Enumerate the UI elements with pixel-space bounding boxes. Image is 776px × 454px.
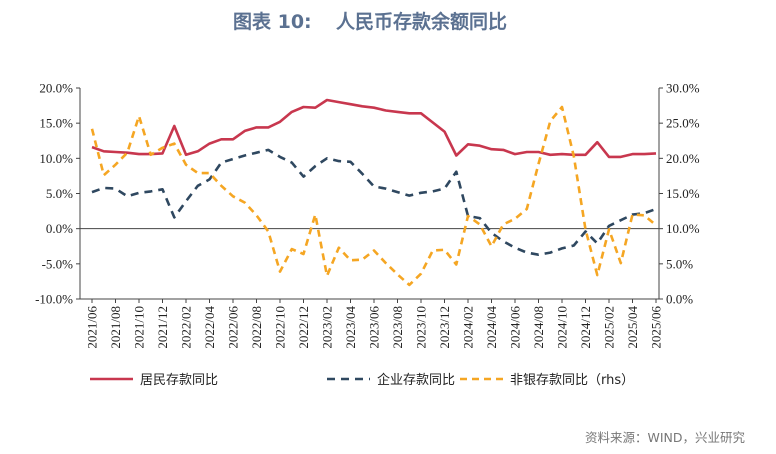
- x-tick-label: 2023/10: [414, 306, 429, 349]
- y-right-tick-label: 30.0%: [666, 81, 700, 96]
- y-right-tick-label: 20.0%: [666, 151, 700, 166]
- x-tick-label: 2024/06: [508, 306, 523, 349]
- x-tick-label: 2025/04: [625, 306, 640, 349]
- series-nonbank-line: [90, 105, 657, 287]
- x-tick-label: 2021/08: [108, 306, 123, 349]
- legend: 居民存款同比 企业存款同比 非银存款同比（rhs）: [90, 372, 634, 388]
- x-tick-label: 2021/12: [155, 306, 170, 349]
- x-tick-label: 2022/10: [273, 306, 288, 349]
- y-left-tick-label: 5.0%: [46, 186, 73, 201]
- series-corporate-line: [91, 148, 657, 256]
- legend-label: 非银存款同比（rhs）: [510, 373, 634, 388]
- x-tick-label: 2022/04: [202, 306, 217, 349]
- x-tick-label: 2024/12: [578, 306, 593, 349]
- y-left-tick-label: 20.0%: [39, 81, 73, 96]
- x-tick-label: 2023/12: [437, 306, 452, 349]
- chart-title: 人民币存款余额同比: [336, 10, 507, 33]
- y-right-tick-label: 0.0%: [666, 292, 693, 307]
- x-tick-label: 2024/08: [531, 306, 546, 349]
- x-tick-label: 2021/10: [132, 306, 147, 349]
- x-tick-label: 2022/12: [296, 306, 311, 349]
- x-tick-label: 2023/08: [390, 306, 405, 349]
- y-right-tick-label: 5.0%: [666, 256, 693, 271]
- x-tick-label: 2024/02: [461, 306, 476, 349]
- y-left-tick-label: 15.0%: [39, 116, 73, 131]
- x-tick-label: 2025/02: [602, 306, 617, 349]
- x-tick-label: 2021/06: [85, 306, 100, 349]
- axes: -10.0% -5.0% 0.0% 5.0% 10.0% 15.0% 20.0% 0.0% 5.…: [35, 81, 700, 349]
- y-left-tick-label: -5.0%: [42, 256, 74, 271]
- x-tick-label: 2023/04: [343, 306, 358, 349]
- source-note: 资料来源：WIND，兴业研究: [585, 430, 746, 445]
- x-tick-label: 2022/02: [179, 306, 194, 349]
- y-left-tick-label: -10.0%: [35, 292, 73, 307]
- y-left-tick-label: 0.0%: [46, 221, 73, 236]
- x-tick-label: 2023/06: [367, 306, 382, 349]
- x-tick-label: 2023/02: [320, 306, 335, 349]
- x-tick-label: 2024/04: [484, 306, 499, 349]
- x-tick-label: 2022/08: [249, 306, 264, 349]
- legend-label: 企业存款同比: [377, 372, 455, 388]
- figure-label: 图表 10:: [233, 10, 312, 33]
- series-layer: [90, 98, 657, 287]
- x-tick-label: 2025/06: [649, 306, 664, 349]
- legend-label: 居民存款同比: [140, 373, 218, 388]
- x-tick-label: 2022/06: [226, 306, 241, 349]
- y-right-tick-label: 25.0%: [666, 116, 700, 131]
- y-right-tick-label: 15.0%: [666, 186, 700, 201]
- y-right-tick-label: 10.0%: [666, 221, 700, 236]
- y-left-tick-label: 10.0%: [39, 151, 73, 166]
- x-tick-label: 2024/10: [555, 306, 570, 349]
- series-resident-line: [91, 98, 657, 159]
